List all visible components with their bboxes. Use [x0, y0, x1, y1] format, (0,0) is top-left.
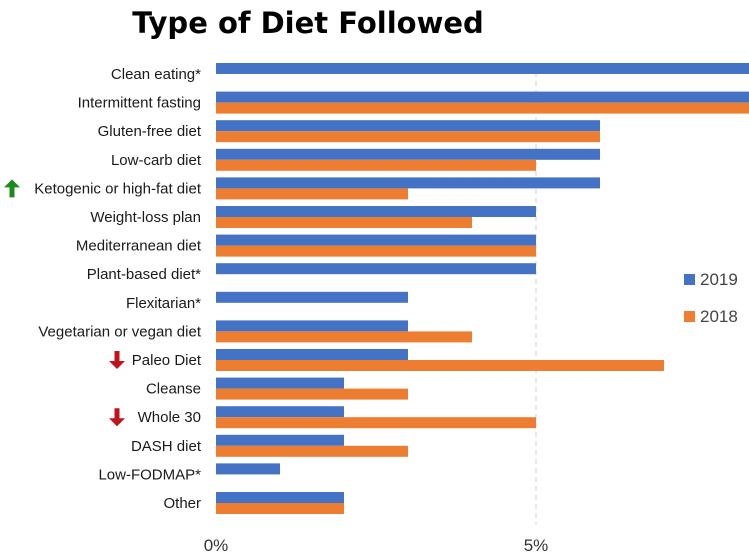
category-label: Intermittent fasting [78, 95, 201, 112]
bar-2019 [216, 234, 536, 246]
bar-2019 [216, 263, 536, 275]
category-label: Plant-based diet* [87, 266, 201, 283]
category-label: Low-carb diet [111, 152, 202, 169]
bar-2019 [216, 377, 344, 389]
bars [216, 63, 749, 514]
bar-2018 [216, 217, 472, 228]
category-label: Other [163, 495, 201, 512]
bar-2018 [216, 445, 408, 457]
bar-2018 [216, 388, 408, 400]
category-label: Mediterranean diet [76, 238, 202, 255]
category-label: Clean eating* [111, 66, 201, 83]
category-label: Ketogenic or high-fat diet [34, 180, 202, 197]
legend-swatch-2019 [684, 274, 695, 285]
bar-2019 [216, 63, 749, 74]
arrow-down-icon [109, 351, 125, 369]
bar-2019 [216, 148, 600, 160]
bar-2019 [216, 206, 536, 217]
bar-2018 [216, 360, 664, 371]
bar-2019 [216, 434, 344, 446]
chart-title: Type of Diet Followed [132, 6, 484, 40]
bar-2018 [216, 503, 344, 514]
category-labels: Clean eating* Intermittent fasting Gluten-… [4, 66, 202, 512]
bar-2019 [216, 291, 408, 303]
legend: 2019 2018 [684, 270, 738, 326]
arrow-up-icon [4, 179, 20, 198]
bar-2018 [216, 102, 749, 114]
legend-label: 2019 [700, 270, 738, 289]
category-label: Paleo Diet [132, 352, 202, 369]
bar-2019 [216, 492, 344, 503]
category-label: Cleanse [146, 381, 201, 398]
category-label: DASH diet [131, 438, 202, 455]
bar-2018 [216, 331, 472, 343]
bar-2019 [216, 320, 408, 332]
bar-2019 [216, 91, 749, 103]
bar-2019 [216, 349, 408, 360]
bar-2018 [216, 131, 600, 143]
x-tick-label: 0% [204, 536, 229, 555]
bar-2019 [216, 177, 600, 189]
category-label: Gluten-free diet [98, 123, 202, 140]
bar-2019 [216, 406, 344, 418]
bar-2018 [216, 417, 536, 429]
x-axis-ticks: 0%5%10%15% [204, 536, 549, 555]
x-tick-label: 5% [524, 536, 549, 555]
category-label: Vegetarian or vegan diet [38, 323, 201, 340]
category-label: Flexitarian* [126, 295, 201, 312]
legend-swatch-2018 [684, 311, 695, 322]
bar-2018 [216, 188, 408, 200]
category-label: Whole 30 [138, 409, 201, 426]
bar-2018 [216, 159, 536, 171]
category-label: Low-FODMAP* [98, 466, 201, 483]
bar-2019 [216, 463, 280, 475]
arrow-down-icon [109, 408, 125, 427]
category-label: Weight-loss plan [90, 209, 201, 226]
legend-label: 2018 [700, 307, 738, 326]
bar-2018 [216, 245, 536, 257]
bar-2019 [216, 120, 600, 132]
